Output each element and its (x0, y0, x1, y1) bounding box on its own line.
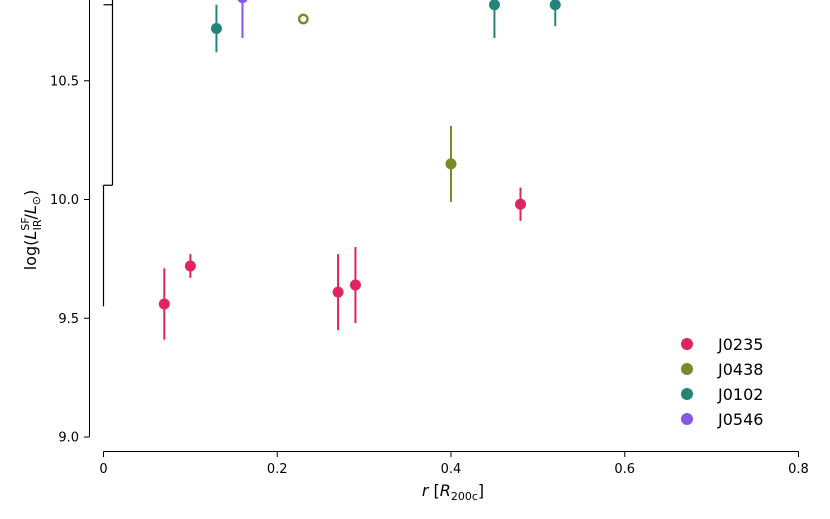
legend-label-j0102: J0102 (717, 385, 763, 404)
axes: 9.09.510.010.511.011.512.012.500.20.40.6… (50, 0, 809, 477)
data-point (549, 0, 561, 11)
data-point (445, 158, 457, 170)
data-point (184, 260, 196, 272)
x-tick-label: 0.6 (614, 462, 635, 477)
series-j0546 (237, 0, 248, 38)
x-tick-label: 0 (99, 462, 107, 477)
legend-marker-j0546 (681, 413, 693, 425)
legend: J0235 J0438 J0102 J0546 (681, 335, 763, 429)
data-point-open (297, 13, 309, 25)
legend-marker-j0235 (681, 338, 693, 350)
y-tick-label: 10.0 (50, 193, 79, 208)
x-tick-label: 0.8 (788, 462, 809, 477)
data-point (515, 198, 526, 210)
x-axis-label: r [R200c] (422, 481, 484, 503)
luminosity-bracket (102, 0, 114, 307)
series-j0235 (158, 187, 526, 340)
data-points (158, 0, 561, 340)
series-j0102 (210, 0, 561, 53)
legend-marker-j0102 (681, 388, 693, 400)
data-point (332, 286, 344, 298)
data-point (237, 0, 248, 4)
data-point (210, 23, 222, 34)
series-j0438 (297, 13, 457, 202)
x-tick-label: 0.2 (267, 462, 288, 477)
x-tick-label: 0.4 (441, 462, 462, 477)
y-axis-label: log(LSFIR/L⊙) (19, 190, 44, 271)
data-point (488, 0, 500, 11)
legend-label-j0438: J0438 (717, 360, 763, 379)
data-point (158, 298, 170, 310)
y-tick-label: 9.0 (58, 431, 79, 446)
data-point (349, 279, 361, 291)
legend-marker-j0438 (681, 363, 693, 375)
legend-label-j0546: J0546 (717, 410, 763, 429)
legend-label-j0235: J0235 (717, 335, 763, 354)
y-tick-label: 9.5 (58, 312, 79, 327)
y-tick-label: 10.5 (50, 74, 79, 89)
